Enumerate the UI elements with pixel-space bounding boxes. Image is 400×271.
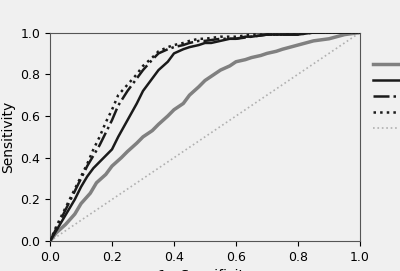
Y-axis label: Sensitivity: Sensitivity (1, 101, 15, 173)
Legend: Hunt & Hess scale, Pre-OP mRS, Post-OP mRS (immediate), Post-OP mRS (follow-up),: Hunt & Hess scale, Pre-OP mRS, Post-OP m… (369, 38, 400, 138)
X-axis label: 1 - Specificity: 1 - Specificity (158, 269, 252, 271)
